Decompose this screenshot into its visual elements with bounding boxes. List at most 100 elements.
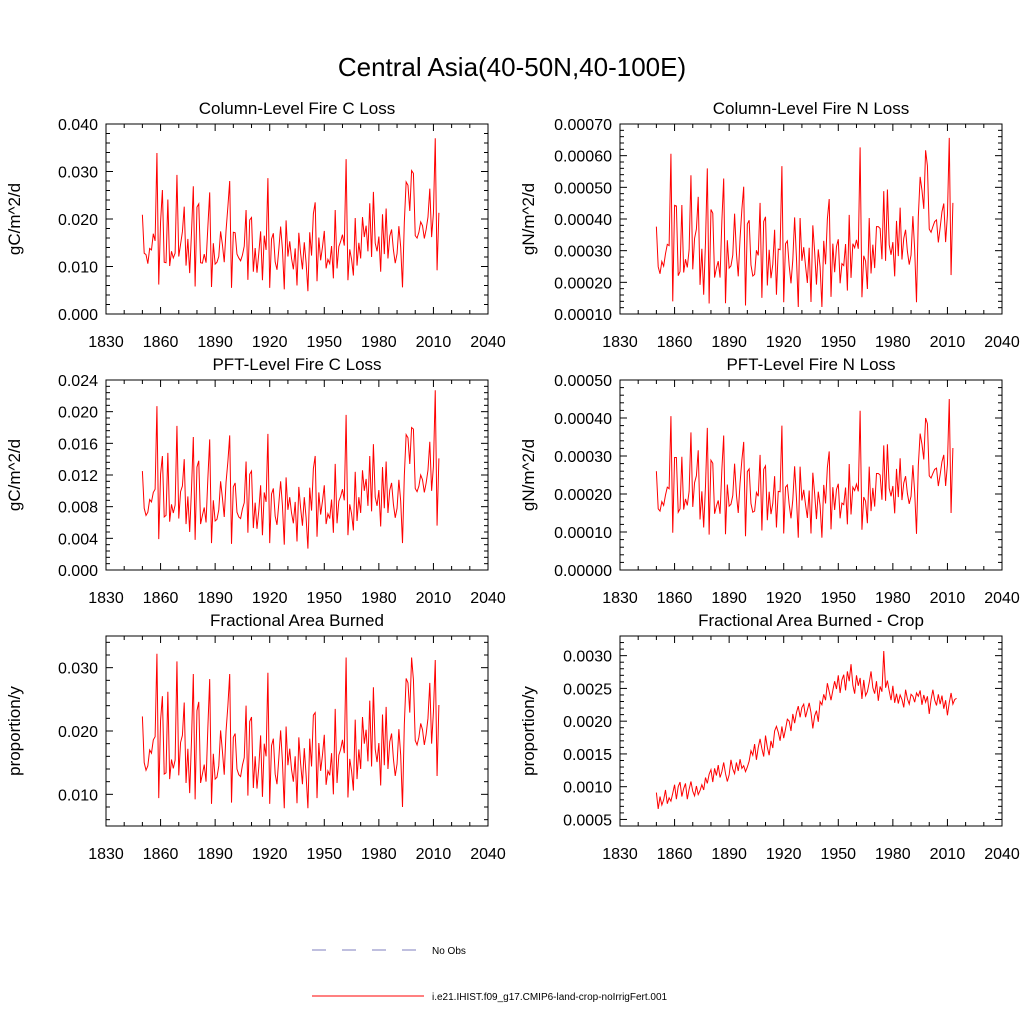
panel-grid: Column-Level Fire C Loss gC/m^2/d 1830 1860… [5, 99, 1020, 863]
x-tick-label: 1980 [875, 846, 911, 863]
plot-frame [619, 635, 1003, 827]
x-tick-label: 1890 [711, 590, 747, 607]
x-tick-label: 2010 [416, 334, 452, 351]
y-tick-label: 0.00040 [554, 212, 612, 229]
x-tick-label: 1950 [306, 846, 342, 863]
x-tick-label: 1830 [602, 846, 638, 863]
x-tick-label: 1830 [602, 590, 638, 607]
x-tick-label: 1860 [657, 846, 693, 863]
series-line [141, 653, 440, 809]
panel-title: Fractional Area Burned [210, 611, 384, 630]
x-tick-label: 1860 [143, 334, 179, 351]
y-tick-label: 0.0025 [563, 681, 612, 698]
x-tick-label: 1920 [252, 334, 288, 351]
y-tick-label: 0.030 [58, 661, 98, 678]
x-tick-label: 2040 [470, 846, 506, 863]
y-axis-label: gC/m^2/d [5, 183, 24, 255]
x-tick-label: 1830 [88, 846, 124, 863]
legend-label: i.e21.IHIST.f09_g17.CMIP6-land-crop-noIr… [432, 992, 668, 1003]
x-tick-label: 1830 [602, 334, 638, 351]
figure-title: Central Asia(40-50N,40-100E) [338, 52, 686, 82]
y-tick-label: 0.010 [58, 260, 98, 277]
x-tick-label: 1980 [361, 590, 397, 607]
x-tick-label: 2010 [930, 846, 966, 863]
x-tick-label: 1950 [306, 590, 342, 607]
x-tick-label: 2010 [930, 590, 966, 607]
legend-item-1: No Obs [312, 946, 466, 957]
x-tick-label: 2040 [470, 334, 506, 351]
x-tick-label: 1920 [766, 334, 802, 351]
y-tick-label: 0.008 [58, 500, 98, 517]
y-tick-label: 0.040 [58, 117, 98, 134]
panel-title: PFT-Level Fire N Loss [726, 355, 895, 374]
x-tick-label: 1950 [820, 590, 856, 607]
y-tick-label: 0.024 [58, 373, 98, 390]
chart-panel-5: Fractional Area Burned proportion/y 1830 18… [5, 611, 506, 863]
x-tick-label: 1860 [143, 846, 179, 863]
y-tick-label: 0.020 [58, 724, 98, 741]
y-tick-label: 0.00020 [554, 487, 612, 504]
x-tick-label: 2040 [984, 846, 1020, 863]
x-tick-label: 2040 [984, 334, 1020, 351]
series-line [655, 398, 954, 538]
y-tick-label: 0.00060 [554, 149, 612, 166]
y-tick-label: 0.0010 [563, 780, 612, 797]
y-tick-label: 0.00020 [554, 275, 612, 292]
y-tick-label: 0.004 [58, 531, 98, 548]
y-tick-label: 0.020 [58, 212, 98, 229]
x-tick-label: 1980 [875, 334, 911, 351]
x-tick-label: 1980 [875, 590, 911, 607]
y-tick-label: 0.0015 [563, 747, 612, 764]
x-tick-label: 1830 [88, 590, 124, 607]
chart-panel-2: Column-Level Fire N Loss gN/m^2/d 1830 1860… [519, 99, 1020, 351]
y-tick-label: 0.000 [58, 563, 98, 580]
y-tick-label: 0.00050 [554, 180, 612, 197]
y-tick-label: 0.00010 [554, 525, 612, 542]
legend: No Obs i.e21.IHIST.f09_g17.CMIP6-land-cro… [312, 946, 668, 1003]
x-tick-label: 1830 [88, 334, 124, 351]
x-tick-label: 1920 [766, 846, 802, 863]
y-tick-label: 0.030 [58, 165, 98, 182]
y-tick-label: 0.016 [58, 436, 98, 453]
x-tick-label: 1890 [197, 590, 233, 607]
x-tick-label: 1890 [197, 846, 233, 863]
panel-title: Column-Level Fire C Loss [199, 99, 396, 118]
y-axis-label: gN/m^2/d [519, 183, 538, 255]
y-axis-label: proportion/y [5, 686, 24, 776]
chart-panel-6: Fractional Area Burned - Crop proportion/… [519, 611, 1020, 863]
x-tick-label: 1920 [766, 590, 802, 607]
series-line [655, 651, 957, 810]
x-tick-label: 1890 [711, 846, 747, 863]
y-tick-label: 0.010 [58, 787, 98, 804]
y-tick-label: 0.00030 [554, 449, 612, 466]
x-tick-label: 2040 [984, 590, 1020, 607]
y-axis-label: gN/m^2/d [519, 439, 538, 511]
x-tick-label: 2010 [930, 334, 966, 351]
x-tick-label: 1890 [711, 334, 747, 351]
y-tick-label: 0.00000 [554, 563, 612, 580]
x-tick-label: 2010 [416, 846, 452, 863]
legend-label: No Obs [432, 946, 466, 957]
y-tick-label: 0.0030 [563, 649, 612, 666]
plot-frame [619, 379, 1003, 571]
x-tick-label: 1920 [252, 590, 288, 607]
chart-panel-4: PFT-Level Fire N Loss gN/m^2/d 1830 1860 189… [519, 355, 1020, 607]
y-axis-label: gC/m^2/d [5, 439, 24, 511]
y-tick-label: 0.012 [58, 468, 98, 485]
x-tick-label: 1950 [306, 334, 342, 351]
y-tick-label: 0.0005 [563, 812, 612, 829]
x-tick-label: 1920 [252, 846, 288, 863]
x-tick-label: 1860 [143, 590, 179, 607]
series-line [141, 138, 440, 292]
x-tick-label: 1980 [361, 846, 397, 863]
chart-panel-3: PFT-Level Fire C Loss gC/m^2/d 1830 1860 189… [5, 355, 506, 607]
x-tick-label: 1950 [820, 334, 856, 351]
y-tick-label: 0.00070 [554, 117, 612, 134]
y-tick-label: 0.000 [58, 307, 98, 324]
x-tick-label: 2040 [470, 590, 506, 607]
x-tick-label: 1980 [361, 334, 397, 351]
x-tick-label: 2010 [416, 590, 452, 607]
y-axis-label: proportion/y [519, 686, 538, 776]
y-tick-label: 0.00050 [554, 373, 612, 390]
